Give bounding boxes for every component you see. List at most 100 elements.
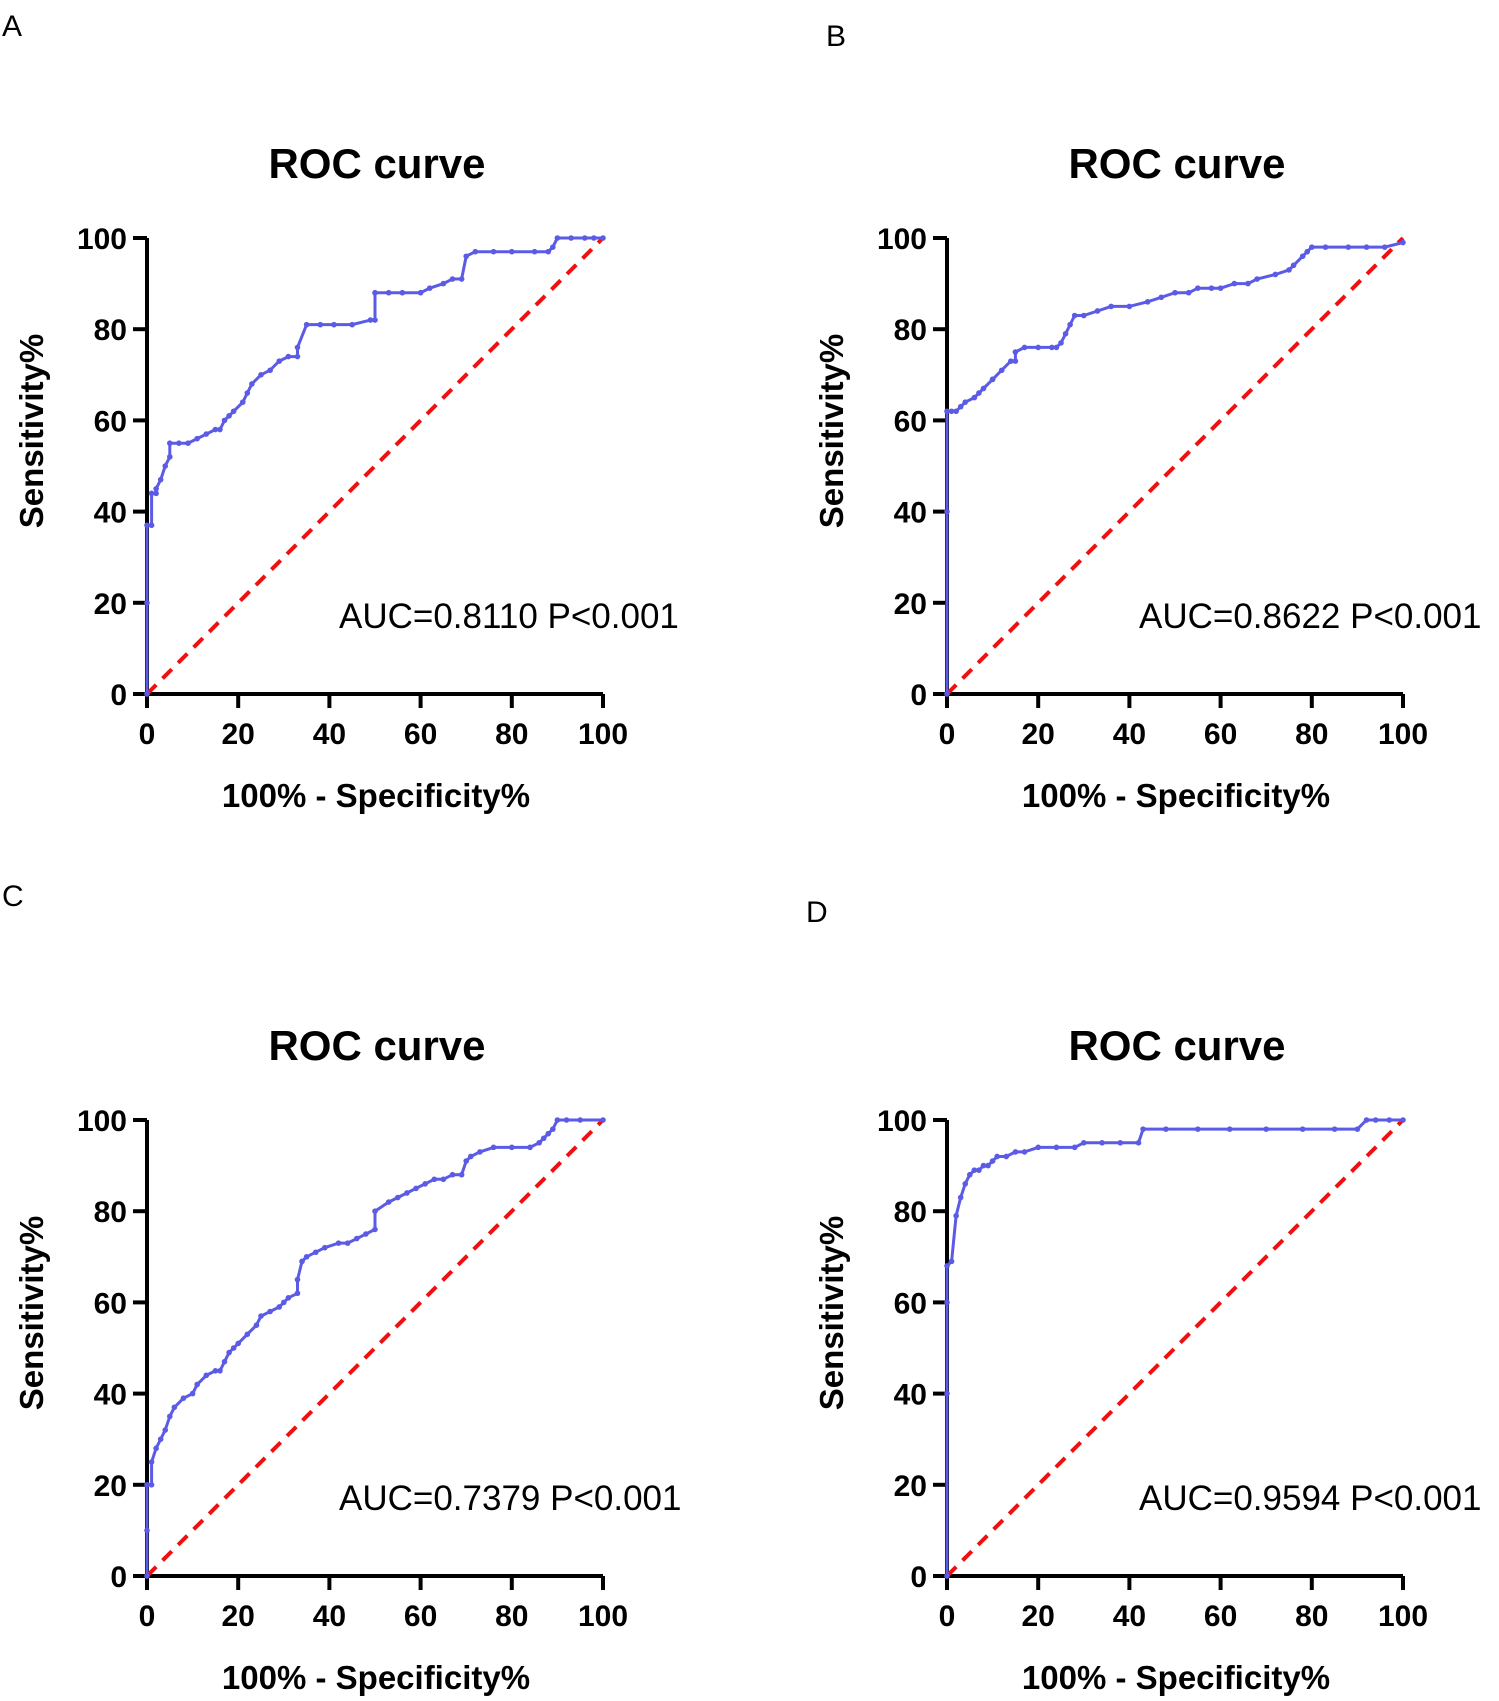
roc-point	[1012, 1149, 1019, 1155]
x-tick-label: 40	[1113, 718, 1146, 751]
y-tick-label: 0	[110, 679, 127, 712]
roc-point	[258, 372, 264, 378]
roc-point	[385, 1199, 392, 1205]
roc-point	[167, 1413, 173, 1420]
roc-point	[1286, 267, 1292, 273]
roc-point	[948, 1258, 955, 1265]
roc-point	[413, 1185, 419, 1192]
roc-point	[244, 1331, 251, 1338]
roc-point	[953, 1212, 959, 1219]
roc-point	[167, 440, 173, 447]
roc-point	[1053, 1144, 1060, 1151]
roc-point	[449, 276, 456, 282]
y-tick-label: 80	[94, 1196, 127, 1229]
chart-title: ROC curve	[268, 140, 485, 187]
plot-area: 0 20 40 60 80 100 0 20 40 60 80 100	[877, 1105, 1428, 1633]
roc-point	[472, 248, 479, 255]
roc-point	[957, 403, 964, 410]
roc-point	[1053, 344, 1060, 351]
roc-point	[1067, 321, 1073, 328]
x-tick-label: 0	[939, 1600, 956, 1633]
auc-annotation: AUC=0.8110 P<0.001	[339, 597, 679, 636]
roc-point	[157, 476, 164, 483]
roc-point	[550, 244, 556, 250]
roc-point	[331, 321, 337, 328]
x-tick-label: 80	[495, 718, 528, 751]
x-tick-label: 20	[1022, 718, 1055, 751]
roc-point	[1158, 294, 1165, 301]
x-tick-label: 20	[222, 718, 255, 751]
roc-point	[185, 440, 191, 447]
roc-point	[540, 1135, 547, 1142]
roc-point	[527, 1144, 533, 1151]
roc-point	[294, 344, 301, 351]
roc-point	[1226, 1126, 1233, 1132]
roc-point	[1117, 1140, 1124, 1146]
roc-point	[395, 1194, 401, 1201]
roc-point	[1058, 340, 1064, 346]
roc-point	[235, 1340, 241, 1347]
roc-point	[344, 1240, 351, 1246]
roc-point	[367, 317, 374, 323]
roc-point	[1012, 358, 1019, 364]
roc-point	[1245, 280, 1251, 287]
roc-point	[600, 1117, 606, 1123]
x-tick-label: 100	[578, 1600, 628, 1633]
roc-point	[317, 321, 324, 328]
chart-title: ROC curve	[268, 1022, 485, 1069]
roc-point	[1381, 244, 1388, 250]
roc-point	[148, 1459, 155, 1465]
x-tick-label: 40	[313, 1600, 346, 1633]
roc-point	[953, 408, 959, 415]
auc-annotation: AUC=0.7379 P<0.001	[339, 1479, 681, 1518]
roc-point	[399, 289, 406, 296]
roc-point	[944, 1390, 950, 1397]
roc-point	[1400, 239, 1406, 246]
roc-point	[363, 1231, 369, 1237]
x-tick-label: 40	[1113, 1600, 1146, 1633]
roc-point	[1254, 276, 1260, 282]
roc-point	[276, 1304, 283, 1310]
roc-point	[162, 1427, 169, 1433]
roc-point	[230, 1345, 237, 1351]
y-tick-label: 0	[910, 679, 927, 712]
y-tick-label: 20	[94, 588, 127, 621]
roc-point	[372, 317, 378, 323]
panel-letter: D	[806, 896, 828, 929]
y-axis-label: Sensitivity%	[813, 1216, 850, 1410]
roc-point	[440, 1176, 447, 1183]
roc-point	[1231, 280, 1238, 287]
roc-point	[1049, 344, 1055, 351]
roc-point	[490, 1144, 497, 1151]
roc-point	[948, 408, 955, 415]
roc-point	[349, 321, 356, 328]
roc-point	[294, 1290, 301, 1297]
roc-point	[226, 413, 232, 419]
roc-point	[944, 691, 950, 697]
roc-point	[962, 399, 969, 405]
x-axis-label: 100% - Specificity%	[1022, 1659, 1330, 1696]
roc-point	[944, 1263, 950, 1269]
chart-title: ROC curve	[1068, 140, 1285, 187]
y-tick-label: 60	[894, 405, 927, 438]
roc-point	[980, 1162, 987, 1169]
roc-point	[971, 394, 978, 401]
roc-point	[239, 399, 246, 405]
panel-d: D ROC curve Sensitivity% 100% - Specific…	[806, 896, 1481, 1696]
roc-point	[1172, 289, 1178, 296]
x-tick-label: 0	[139, 1600, 156, 1633]
roc-point	[467, 1153, 474, 1160]
panel-c: C ROC curve Sensitivity% 100% - Specific…	[2, 880, 681, 1696]
x-tick-label: 40	[313, 718, 346, 751]
roc-point	[477, 1149, 483, 1155]
roc-point	[221, 1358, 228, 1365]
roc-point	[967, 1171, 973, 1178]
y-tick-label: 80	[94, 314, 127, 347]
roc-point	[171, 1404, 178, 1411]
panel-letter: B	[826, 20, 846, 53]
x-tick-label: 20	[1022, 1600, 1055, 1633]
roc-point	[148, 490, 155, 497]
roc-point	[153, 1445, 159, 1452]
roc-point	[449, 1171, 456, 1178]
x-tick-label: 20	[222, 1600, 255, 1633]
